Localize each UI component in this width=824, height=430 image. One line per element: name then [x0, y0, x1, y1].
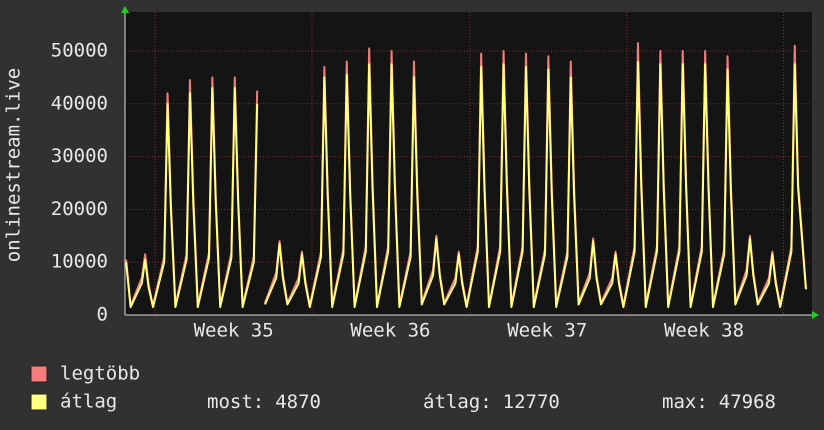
x-tick-label: Week 36 — [350, 320, 430, 342]
stat: átlag: 12770 — [423, 391, 560, 413]
stat-value: 4870 — [275, 391, 321, 413]
stat-value: 12770 — [503, 391, 560, 413]
x-tick-label: Week 37 — [507, 320, 587, 342]
x-tick-label: Week 38 — [664, 320, 744, 342]
axis-arrow — [121, 6, 129, 13]
y-tick-label: 40000 — [51, 92, 108, 114]
y-tick-label: 0 — [97, 304, 108, 326]
x-tick-label: Week 35 — [194, 320, 274, 342]
stat-label: most: — [207, 391, 264, 413]
stat: max: 47968 — [662, 391, 776, 413]
y-tick-label: 50000 — [51, 40, 108, 62]
legend-swatch — [30, 393, 48, 411]
y-axis-label: onlinestream.live — [3, 68, 25, 262]
legend-swatch — [30, 365, 48, 383]
y-tick-label: 30000 — [51, 145, 108, 167]
legend-label: átlag — [60, 391, 117, 413]
stat: most: 4870 — [207, 391, 321, 413]
stat-value: 47968 — [719, 391, 776, 413]
y-tick-label: 10000 — [51, 251, 108, 273]
stat-label: átlag: — [423, 391, 492, 413]
y-tick-label: 20000 — [51, 198, 108, 220]
axis-arrow — [812, 311, 819, 319]
series-line — [125, 60, 807, 309]
stat-label: max: — [662, 391, 708, 413]
legend-label: legtöbb — [60, 363, 140, 385]
